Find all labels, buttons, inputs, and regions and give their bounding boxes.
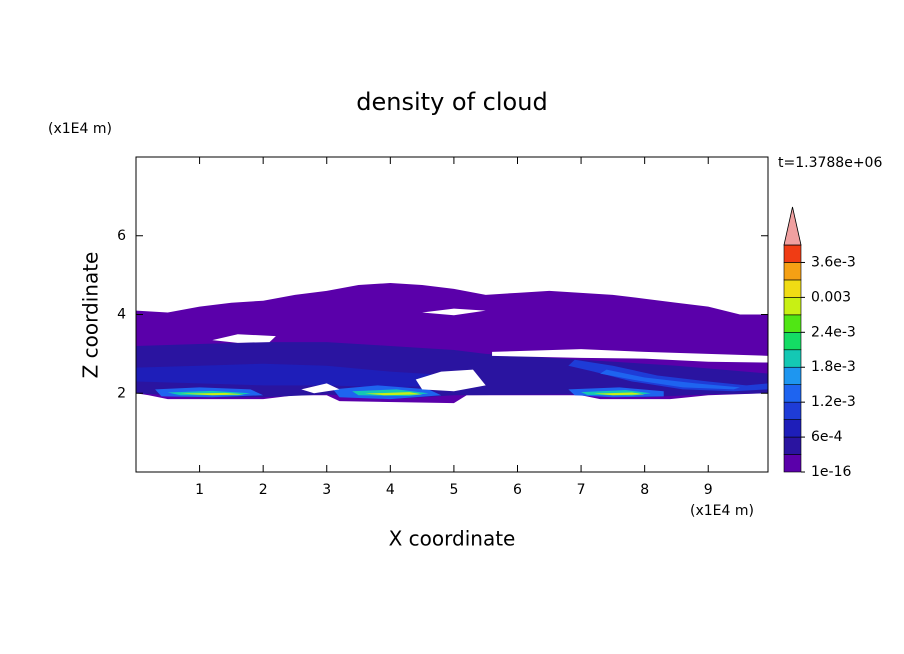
colorbar-band [783, 419, 802, 438]
x-tick-label: 9 [704, 482, 713, 498]
colorbar-band [783, 436, 802, 455]
y-unit: (x1E4 m) [48, 121, 112, 137]
colorbar-band [783, 314, 802, 333]
x-axis-label: X coordinate [389, 527, 516, 551]
colorbar-band [783, 349, 802, 368]
colorbar-band [783, 279, 802, 298]
colorbar-tick-label: 3.6e-3 [811, 254, 856, 270]
y-tick-label: 4 [117, 307, 126, 323]
colorbar-band [783, 332, 802, 351]
colorbar-tick-label: 1.2e-3 [811, 394, 856, 410]
x-tick-label: 5 [449, 482, 458, 498]
contour-region [593, 392, 645, 396]
contour-gap [492, 349, 768, 363]
x-tick-label: 6 [513, 482, 522, 498]
contour-field [136, 283, 768, 404]
colorbar-band [783, 384, 802, 403]
contour-region [180, 392, 245, 396]
y-axis-label: Z coordinate [79, 252, 103, 379]
colorbar-tick-label: 1.8e-3 [811, 359, 856, 375]
x-tick-label: 8 [640, 482, 649, 498]
contour-region [568, 359, 768, 392]
contour-region [136, 363, 454, 388]
contour-gap [415, 369, 486, 392]
contour-gap [212, 334, 276, 343]
contour-region [600, 369, 741, 390]
colorbar-band [783, 262, 802, 281]
y-tick-label: 6 [117, 228, 126, 244]
colorbar-band [783, 366, 802, 385]
x-tick-label: 2 [259, 482, 268, 498]
colorbar-band [783, 401, 802, 420]
colorbar-tick-label: 2.4e-3 [811, 324, 856, 340]
contour-gap [301, 383, 340, 394]
colorbar-tick-label: 1e-16 [811, 464, 851, 480]
chart-title: density of cloud [356, 88, 547, 116]
x-tick-label: 4 [386, 482, 395, 498]
time-label: t=1.3788e+06 [778, 155, 882, 171]
colorbar-band [783, 297, 802, 316]
colorbar-extend [783, 206, 802, 246]
y-tick-label: 2 [117, 385, 126, 401]
x-tick-label: 7 [577, 482, 586, 498]
colorbar-band [783, 244, 802, 263]
contour-gap [422, 308, 486, 316]
x-tick-label: 3 [322, 482, 331, 498]
colorbar-tick-label: 6e-4 [811, 429, 843, 445]
x-unit: (x1E4 m) [690, 503, 754, 519]
x-tick-label: 1 [195, 482, 204, 498]
colorbar-tick-label: 0.003 [811, 289, 851, 305]
contour-region [364, 392, 423, 396]
colorbar-band [783, 454, 802, 473]
